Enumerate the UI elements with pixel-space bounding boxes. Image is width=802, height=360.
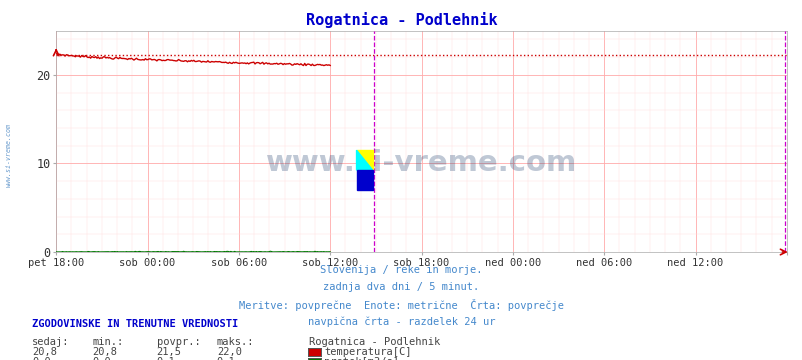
Text: Rogatnica - Podlehnik: Rogatnica - Podlehnik [309, 337, 439, 347]
Text: 22,0: 22,0 [217, 347, 241, 357]
Text: Rogatnica - Podlehnik: Rogatnica - Podlehnik [306, 12, 496, 27]
Text: Slovenija / reke in morje.: Slovenija / reke in morje. [320, 265, 482, 275]
Polygon shape [356, 150, 372, 170]
Text: Meritve: povprečne  Enote: metrične  Črta: povprečje: Meritve: povprečne Enote: metrične Črta:… [239, 299, 563, 311]
Text: 0,0: 0,0 [32, 357, 51, 360]
Polygon shape [356, 150, 372, 170]
Text: min.:: min.: [92, 337, 124, 347]
Text: navpična črta - razdelek 24 ur: navpična črta - razdelek 24 ur [307, 316, 495, 327]
Text: 21,5: 21,5 [156, 347, 181, 357]
Text: ZGODOVINSKE IN TRENUTNE VREDNOSTI: ZGODOVINSKE IN TRENUTNE VREDNOSTI [32, 319, 238, 329]
Text: pretok[m3/s]: pretok[m3/s] [324, 357, 399, 360]
Text: www.si-vreme.com: www.si-vreme.com [6, 123, 11, 187]
Text: povpr.:: povpr.: [156, 337, 200, 347]
Text: www.si-vreme.com: www.si-vreme.com [265, 149, 577, 177]
Text: 20,8: 20,8 [32, 347, 57, 357]
Text: 0,1: 0,1 [217, 357, 235, 360]
Text: zadnja dva dni / 5 minut.: zadnja dva dni / 5 minut. [323, 282, 479, 292]
Text: sedaj:: sedaj: [32, 337, 70, 347]
Text: 20,8: 20,8 [92, 347, 117, 357]
Text: 0,0: 0,0 [92, 357, 111, 360]
Text: 0,1: 0,1 [156, 357, 175, 360]
Polygon shape [356, 170, 372, 190]
Text: maks.:: maks.: [217, 337, 254, 347]
Text: temperatura[C]: temperatura[C] [324, 347, 411, 357]
